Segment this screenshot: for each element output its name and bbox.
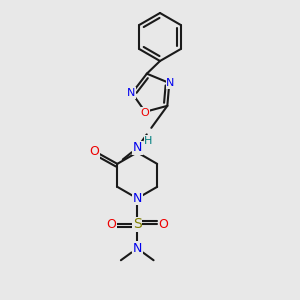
Text: N: N [133,141,142,154]
Text: H: H [144,136,152,146]
Text: O: O [158,218,168,231]
Text: N: N [166,78,175,88]
Text: N: N [133,242,142,255]
Text: O: O [106,218,116,231]
Text: N: N [127,88,135,98]
Text: S: S [133,218,142,231]
Text: O: O [141,108,149,118]
Text: N: N [133,192,142,205]
Text: O: O [89,146,99,158]
